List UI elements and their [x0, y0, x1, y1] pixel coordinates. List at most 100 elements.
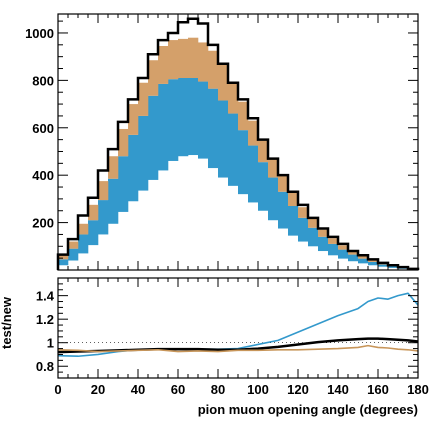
bar-series-1-bin-6	[118, 156, 129, 212]
bar-series-1-bin-22	[278, 191, 289, 229]
bar-series-2-bin-0	[58, 254, 69, 260]
bar-series-0-bin-32	[378, 266, 389, 270]
bar-series-2-bin-7	[128, 104, 139, 135]
bar-series-0-bin-9	[148, 179, 159, 270]
bar-series-1-bin-26	[318, 236, 329, 252]
top-y-tick-label: 400	[32, 168, 54, 183]
top-stacked-bars	[58, 37, 419, 270]
x-tick-label: 80	[211, 382, 225, 397]
bar-series-2-bin-10	[158, 46, 169, 84]
bar-series-0-bin-25	[308, 246, 319, 270]
bar-series-1-bin-3	[88, 220, 99, 246]
ratio-series-2	[57, 344, 419, 353]
bar-series-0-bin-17	[228, 185, 239, 270]
bar-series-0-bin-16	[218, 177, 229, 270]
x-tick-label: 120	[287, 382, 309, 397]
bar-series-2-bin-16	[218, 64, 229, 101]
bar-series-1-bin-9	[148, 95, 159, 180]
bar-series-1-bin-25	[308, 227, 319, 247]
total-outline-series	[56, 17, 420, 271]
bar-series-1-bin-33	[388, 266, 399, 268]
bottom-plot-frame	[57, 277, 419, 379]
bar-series-0-bin-3	[88, 245, 99, 270]
bar-series-1-bin-21	[268, 177, 279, 221]
bar-series-1-bin-14	[198, 81, 209, 159]
bar-series-1-bin-31	[368, 261, 379, 266]
bar-series-2-bin-20	[258, 140, 269, 163]
bar-series-1-bin-24	[298, 217, 309, 242]
bar-series-0-bin-22	[278, 228, 289, 270]
bar-series-0-bin-0	[58, 265, 69, 270]
bar-series-1-bin-20	[258, 162, 269, 211]
bar-series-2-bin-13	[188, 37, 199, 78]
top-y-tick-label: 1000	[25, 26, 54, 41]
bar-series-1-bin-8	[138, 115, 149, 191]
bar-series-0-bin-7	[128, 201, 139, 270]
bar-series-2-bin-29	[348, 251, 359, 255]
bar-series-2-bin-17	[228, 81, 239, 114]
bar-series-0-bin-4	[98, 234, 109, 270]
bar-series-1-bin-1	[68, 248, 79, 261]
bar-series-1-bin-11	[168, 79, 179, 161]
bar-series-2-bin-24	[298, 207, 309, 218]
x-axis-label: pion muon opening angle (degrees)	[198, 402, 418, 417]
x-tick-label: 40	[131, 382, 145, 397]
bar-series-2-bin-4	[98, 181, 109, 201]
bar-series-0-bin-21	[268, 220, 279, 270]
bar-series-0-bin-20	[258, 210, 269, 270]
bar-series-2-bin-11	[168, 40, 179, 80]
bar-series-2-bin-31	[368, 260, 379, 262]
bar-series-0-bin-23	[288, 235, 299, 270]
bar-series-2-bin-9	[148, 60, 159, 96]
bar-series-1-bin-4	[98, 200, 109, 235]
ratio-lines	[57, 292, 419, 358]
bar-series-0-bin-13	[188, 155, 199, 270]
bar-series-2-bin-12	[178, 38, 189, 78]
bar-series-2-bin-1	[68, 241, 79, 249]
top-y-tick-label: 800	[32, 73, 54, 88]
bar-series-1-bin-29	[348, 254, 359, 262]
x-tick-label: 100	[247, 382, 269, 397]
x-tick-label: 140	[327, 382, 349, 397]
top-y-tick-label: 200	[32, 216, 54, 231]
bar-series-1-bin-10	[158, 83, 169, 171]
bar-series-1-bin-34	[398, 268, 409, 269]
bar-series-2-bin-21	[268, 158, 279, 178]
bar-series-0-bin-1	[68, 260, 79, 270]
bar-series-1-bin-27	[328, 243, 339, 256]
bar-series-0-bin-5	[108, 223, 119, 270]
bar-series-1-bin-30	[358, 258, 369, 264]
bar-series-0-bin-12	[178, 156, 189, 270]
bar-series-0-bin-2	[78, 253, 89, 270]
bar-series-0-bin-10	[158, 170, 169, 270]
bar-series-1-bin-18	[238, 130, 249, 195]
bar-series-1-bin-23	[288, 206, 299, 236]
bar-series-2-bin-23	[288, 192, 299, 206]
bar-series-2-bin-28	[338, 245, 349, 250]
bar-series-1-bin-32	[378, 264, 389, 267]
bar-series-2-bin-19	[248, 120, 259, 146]
bar-series-1-bin-7	[128, 134, 139, 202]
top-axis-ticks: 200 400 600 800 1000	[25, 14, 419, 271]
bar-series-0-bin-11	[168, 160, 179, 270]
bar-series-0-bin-8	[138, 190, 149, 270]
bar-series-0-bin-28	[338, 258, 349, 270]
bar-series-2-bin-22	[278, 175, 289, 192]
bottom-y-axis-label: test/new	[0, 296, 14, 349]
bar-series-2-bin-8	[138, 82, 149, 116]
bar-series-1-bin-16	[218, 100, 229, 178]
bar-series-0-bin-18	[238, 194, 249, 270]
bar-series-1-bin-19	[248, 145, 259, 203]
bar-series-2-bin-25	[308, 218, 319, 228]
bar-series-1-bin-0	[58, 259, 69, 266]
top-y-tick-label: 600	[32, 121, 54, 136]
bar-series-2-bin-14	[198, 42, 209, 82]
bar-series-2-bin-6	[118, 128, 129, 157]
bar-series-1-bin-28	[338, 249, 349, 259]
x-tick-label: 60	[171, 382, 185, 397]
bar-series-2-bin-3	[88, 204, 99, 221]
bar-series-2-bin-30	[358, 256, 369, 259]
bottom-ratio-panel: 0.8 1 1.2 1.4 0 20 40 60 80 100 120 140 160 180	[36, 277, 429, 397]
bar-series-0-bin-27	[328, 255, 339, 270]
